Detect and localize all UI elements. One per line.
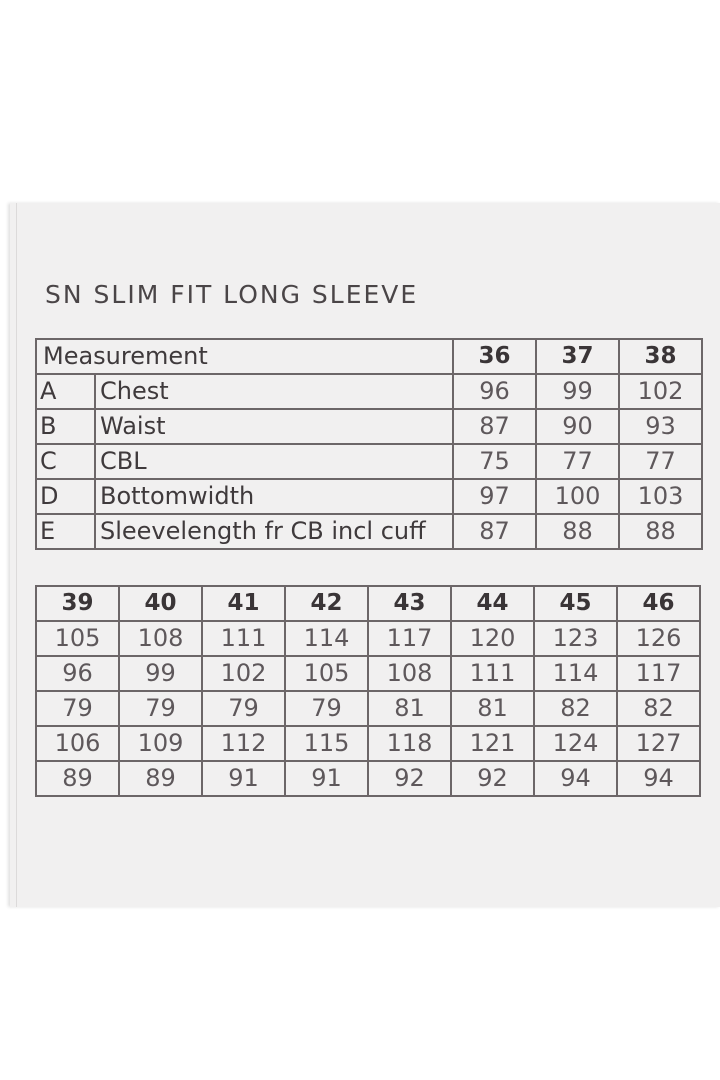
table-row: 79 79 79 79 81 81 82 82 [35, 690, 701, 727]
measurement-value: 108 [118, 620, 203, 657]
measurement-value: 114 [533, 655, 618, 692]
measurement-label: Bottomwidth [94, 478, 454, 515]
table-row: E Sleevelength fr CB incl cuff 87 88 88 [35, 513, 703, 550]
measurement-label: Sleevelength fr CB incl cuff [94, 513, 454, 550]
table-row: 89 89 91 91 92 92 94 94 [35, 760, 701, 797]
measurement-value: 79 [118, 690, 203, 727]
measurement-value: 105 [35, 620, 120, 657]
table-row: B Waist 87 90 93 [35, 408, 703, 445]
measurement-value: 94 [616, 760, 701, 797]
size-header: 37 [535, 338, 620, 375]
measurement-value: 96 [452, 373, 537, 410]
measurement-value: 118 [367, 725, 452, 762]
measurement-value: 92 [367, 760, 452, 797]
measurement-value: 77 [535, 443, 620, 480]
measurement-value: 89 [35, 760, 120, 797]
size-header: 45 [533, 585, 618, 622]
measurement-value: 88 [618, 513, 703, 550]
measurement-value: 115 [284, 725, 369, 762]
measurement-value: 99 [535, 373, 620, 410]
measurement-value: 91 [201, 760, 286, 797]
header-row: Measurement 36 37 38 [35, 338, 703, 375]
measurement-value: 108 [367, 655, 452, 692]
measurement-value: 75 [452, 443, 537, 480]
measurement-letter: C [35, 443, 96, 480]
measurement-value: 79 [35, 690, 120, 727]
measurement-value: 124 [533, 725, 618, 762]
table-row: A Chest 96 99 102 [35, 373, 703, 410]
measurement-value: 89 [118, 760, 203, 797]
size-header: 38 [618, 338, 703, 375]
measurement-value: 87 [452, 513, 537, 550]
chart-title: SN SLIM FIT LONG SLEEVE [45, 280, 419, 309]
measurement-value: 106 [35, 725, 120, 762]
measurement-value: 96 [35, 655, 120, 692]
measurement-value: 121 [450, 725, 535, 762]
measurement-value: 114 [284, 620, 369, 657]
measurement-value: 92 [450, 760, 535, 797]
size-table-39-46: 39 40 41 42 43 44 45 46 105 108 111 114 117 120 123 126… [35, 585, 701, 797]
measurement-value: 105 [284, 655, 369, 692]
measurement-label: Chest [94, 373, 454, 410]
measurement-value: 100 [535, 478, 620, 515]
measurement-value: 102 [618, 373, 703, 410]
measurement-value: 103 [618, 478, 703, 515]
table-row: D Bottomwidth 97 100 103 [35, 478, 703, 515]
measurement-value: 88 [535, 513, 620, 550]
table-row: 106 109 112 115 118 121 124 127 [35, 725, 701, 762]
measurement-value: 81 [450, 690, 535, 727]
measurement-value: 102 [201, 655, 286, 692]
measurement-value: 109 [118, 725, 203, 762]
table-row: C CBL 75 77 77 [35, 443, 703, 480]
measurement-letter: D [35, 478, 96, 515]
measurement-value: 81 [367, 690, 452, 727]
measurement-letter: B [35, 408, 96, 445]
measurement-value: 87 [452, 408, 537, 445]
measurement-value: 127 [616, 725, 701, 762]
size-header: 39 [35, 585, 120, 622]
measurement-value: 94 [533, 760, 618, 797]
measurement-value: 117 [616, 655, 701, 692]
measurement-value: 79 [201, 690, 286, 727]
size-header: 43 [367, 585, 452, 622]
measurement-value: 93 [618, 408, 703, 445]
size-table-36-38: Measurement 36 37 38 A Chest 96 99 102 B Waist 87 90… [35, 338, 703, 550]
size-header: 44 [450, 585, 535, 622]
size-header: 42 [284, 585, 369, 622]
measurement-value: 120 [450, 620, 535, 657]
measurement-value: 82 [616, 690, 701, 727]
measurement-value: 90 [535, 408, 620, 445]
measurement-value: 117 [367, 620, 452, 657]
measurement-value: 99 [118, 655, 203, 692]
size-header: 40 [118, 585, 203, 622]
measurement-value: 77 [618, 443, 703, 480]
measurement-label: Waist [94, 408, 454, 445]
measurement-value: 79 [284, 690, 369, 727]
size-header: 36 [452, 338, 537, 375]
measurement-value: 97 [452, 478, 537, 515]
measurement-value: 126 [616, 620, 701, 657]
measurement-letter: A [35, 373, 96, 410]
measurement-header: Measurement [35, 338, 454, 375]
header-row: 39 40 41 42 43 44 45 46 [35, 585, 701, 622]
measurement-value: 91 [284, 760, 369, 797]
size-header: 46 [616, 585, 701, 622]
measurement-value: 111 [450, 655, 535, 692]
measurement-value: 123 [533, 620, 618, 657]
size-header: 41 [201, 585, 286, 622]
table-row: 96 99 102 105 108 111 114 117 [35, 655, 701, 692]
table-row: 105 108 111 114 117 120 123 126 [35, 620, 701, 657]
measurement-label: CBL [94, 443, 454, 480]
measurement-value: 112 [201, 725, 286, 762]
measurement-letter: E [35, 513, 96, 550]
measurement-value: 111 [201, 620, 286, 657]
measurement-value: 82 [533, 690, 618, 727]
